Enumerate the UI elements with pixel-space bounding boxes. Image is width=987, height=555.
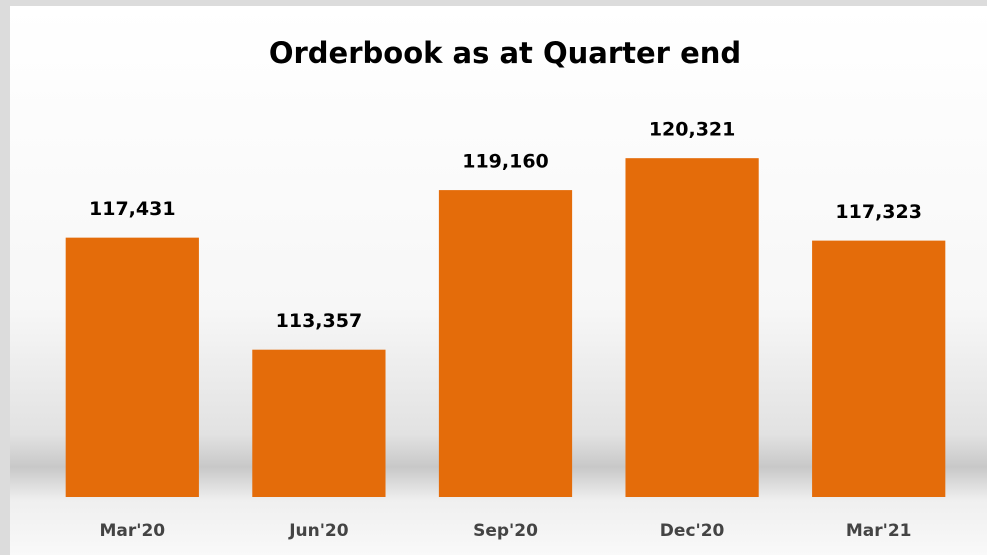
- x-tick-label: Jun'20: [288, 521, 349, 541]
- x-tick-label: Mar'20: [99, 521, 165, 541]
- data-label: 117,431: [89, 198, 176, 220]
- bar: [812, 240, 946, 497]
- bar: [65, 237, 199, 497]
- bar: [625, 158, 759, 498]
- chart-title: Orderbook as at Quarter end: [269, 36, 741, 70]
- bar: [438, 190, 573, 497]
- bar: [252, 349, 386, 497]
- x-tick-label: Mar'21: [846, 521, 912, 541]
- data-label: 113,357: [276, 310, 363, 332]
- data-label: 117,323: [835, 201, 922, 223]
- data-label: 120,321: [649, 119, 736, 141]
- x-tick-label: Sep'20: [473, 521, 538, 541]
- data-label: 119,160: [462, 151, 549, 173]
- x-tick-label: Dec'20: [660, 521, 725, 541]
